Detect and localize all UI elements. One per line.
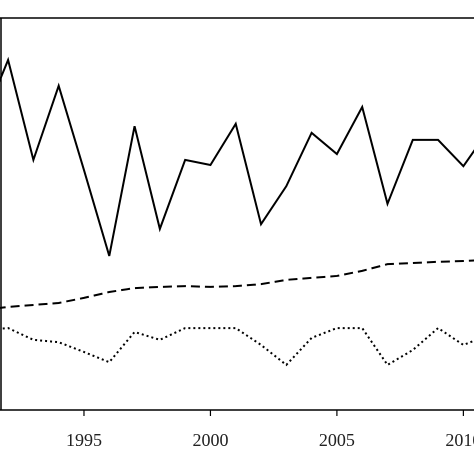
x-tick-label: 2000 bbox=[192, 430, 228, 450]
plot-area bbox=[0, 56, 474, 367]
data-line bbox=[0, 259, 474, 309]
x-tick-label: 2010 bbox=[445, 430, 474, 450]
x-tick-label: 2005 bbox=[319, 430, 355, 450]
data-line bbox=[0, 56, 474, 257]
x-tick-label: 1995 bbox=[66, 430, 102, 450]
data-line bbox=[0, 326, 474, 367]
